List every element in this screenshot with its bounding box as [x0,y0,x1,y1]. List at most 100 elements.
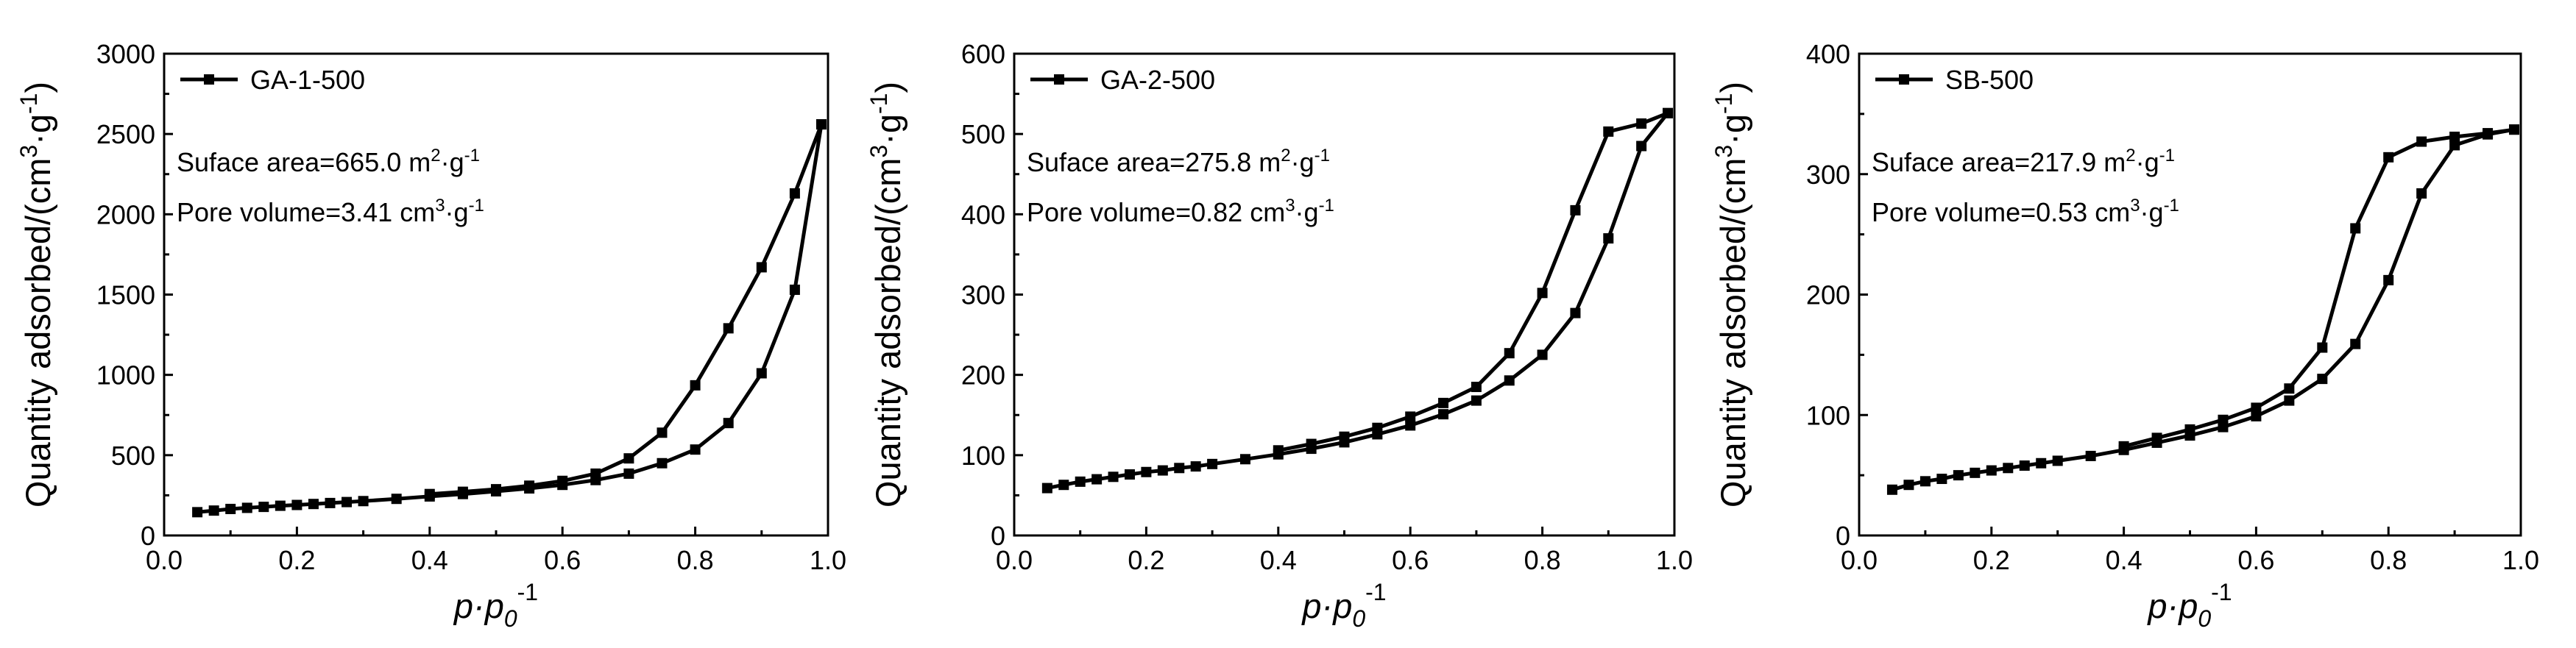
data-point-desorption [557,475,568,486]
data-point-adsorption [391,494,402,505]
data-point-adsorption [789,284,800,295]
x-tick-label: 0.6 [1392,545,1429,575]
data-point-adsorption [2251,410,2262,421]
data-point-adsorption [1936,474,1947,485]
series-line-adsorption [197,124,824,514]
data-point-desorption [1372,422,1383,433]
data-point-desorption [657,427,668,438]
data-point-adsorption [623,468,634,479]
chart-panel-2: 0.0 0.2 0.4 0.6 0.8 1.0 0 100 200 300 400 500 600 GA-… [866,39,1693,632]
data-point-desorption [1603,126,1614,137]
x-axis-label: p·p0-1 [1301,579,1386,632]
data-point-desorption [457,486,468,497]
data-point-desorption [491,484,501,495]
data-point-desorption [1471,382,1482,393]
data-point-adsorption [2284,395,2295,406]
y-tick-label: 300 [1806,160,1850,190]
data-point-adsorption [291,499,302,510]
data-point-desorption [1438,397,1449,408]
data-point-adsorption [1537,349,1548,360]
y-tick-label: 200 [1806,280,1850,310]
y-tick-label: 100 [1806,400,1850,430]
plot-frame [1858,52,2522,537]
y-axis-label: Quantity adsorbed/(cm3·g-1) [15,82,57,508]
data-point-adsorption [2383,274,2394,285]
legend-marker [204,74,214,85]
series-line-adsorption [1892,127,2515,492]
x-tick-label: 0.0 [146,545,183,575]
y-tick-label: 2000 [96,199,155,229]
data-point-desorption [623,453,634,464]
data-point-adsorption [1570,307,1581,318]
data-point-desorption [2383,152,2394,163]
x-tick-label: 0.6 [544,545,581,575]
data-point-desorption [524,480,535,491]
plot-frame [1013,52,1676,537]
data-point-adsorption [657,457,668,469]
data-point-adsorption [1970,467,1981,478]
data-point-adsorption [1636,140,1647,152]
annotation-1: Suface area=217.9 m2·g-1 [1872,146,2175,177]
data-point-adsorption [1207,458,1218,469]
data-point-adsorption [690,444,701,455]
data-point-adsorption [308,499,319,510]
data-point-desorption [756,262,767,273]
data-point-adsorption [723,418,734,429]
y-tick-label: 100 [961,441,1005,471]
data-point-adsorption [1157,465,1168,476]
data-point-desorption [424,488,435,499]
data-point-desorption [1636,118,1647,129]
data-point-adsorption [2350,338,2361,349]
data-point-desorption [1570,204,1581,216]
data-point-adsorption [1405,420,1416,431]
x-tick-label: 0.8 [1524,545,1561,575]
data-point-desorption [2509,124,2520,135]
data-point-adsorption [241,502,252,513]
y-tick-label: 0 [1836,521,1850,551]
chart-panel-1: 0.0 0.2 0.4 0.6 0.8 1.0 0 500 1000 1500 2000 2500 30… [15,39,846,632]
data-point-adsorption [1886,484,1897,495]
data-point-adsorption [1504,375,1515,386]
series-line-desorption [429,124,824,496]
annotation-2: Pore volume=0.82 cm3·g-1 [1027,196,1334,227]
x-axis-label: p·p0-1 [2146,579,2232,632]
y-tick-label: 0 [141,521,155,551]
data-point-desorption [1537,288,1548,299]
y-tick-label: 1500 [96,280,155,310]
data-point-adsorption [1041,483,1052,494]
data-point-desorption [1405,411,1416,422]
y-tick-label: 200 [961,360,1005,391]
y-tick-label: 300 [961,280,1005,310]
data-point-adsorption [1108,471,1119,483]
y-tick-label: 1000 [96,360,155,391]
data-point-adsorption [1058,480,1069,491]
annotation-1: Suface area=665.0 m2·g-1 [177,146,480,177]
x-tick-label: 0.4 [411,545,448,575]
data-point-adsorption [1438,409,1449,420]
y-axis-label: Quantity adsorbed/(cm3·g-1) [1710,82,1752,508]
data-point-desorption [2449,131,2460,142]
y-tick-label: 0 [991,521,1005,551]
y-tick-label: 2500 [96,119,155,149]
series-line-desorption [2123,127,2515,449]
data-point-adsorption [1124,469,1135,480]
x-axis-label: p·p0-1 [453,579,538,632]
y-tick-label: 500 [111,441,155,471]
y-axis-label: Quantity adsorbed/(cm3·g-1) [866,82,907,508]
x-tick-label: 1.0 [1656,545,1693,575]
data-point-adsorption [2416,188,2427,199]
x-tick-label: 0.2 [278,545,315,575]
y-tick-label: 3000 [96,39,155,69]
data-point-adsorption [1471,395,1482,406]
x-tick-label: 0.6 [2237,545,2274,575]
data-point-desorption [2218,414,2229,425]
data-point-desorption [1504,348,1515,359]
data-point-adsorption [1190,461,1201,472]
data-point-adsorption [2449,140,2460,151]
legend-marker [1054,74,1064,85]
data-point-adsorption [1239,454,1250,465]
legend-label: SB-500 [1945,65,2034,95]
x-tick-label: 1.0 [2502,545,2539,575]
data-point-desorption [2317,342,2328,353]
y-tick-label: 600 [961,39,1005,69]
